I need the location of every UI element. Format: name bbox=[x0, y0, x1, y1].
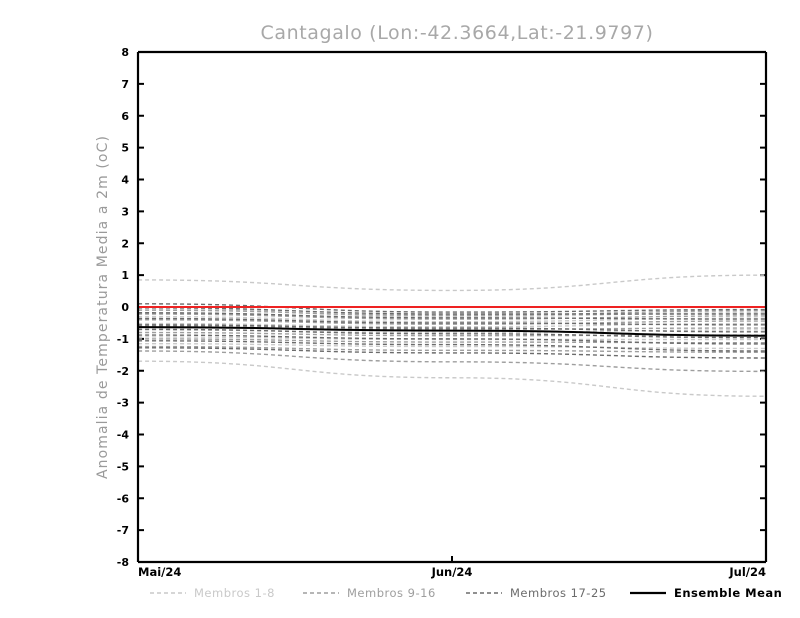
y-tick-label: -4 bbox=[117, 429, 130, 442]
member-line bbox=[137, 350, 767, 373]
y-tick-label: -2 bbox=[117, 365, 129, 378]
legend-label: Membros 17-25 bbox=[510, 586, 607, 600]
y-tick-label: 1 bbox=[121, 269, 129, 282]
axis-frame bbox=[136, 50, 768, 564]
y-tick-label: 5 bbox=[121, 142, 129, 155]
x-axis-ticks: Mai/24 Jun/24 Jul/24 bbox=[137, 556, 767, 579]
legend-label: Ensemble Mean bbox=[674, 586, 782, 600]
chart-legend: Membros 1-8 Membros 9-16 Membros 17-25 Ense… bbox=[150, 586, 782, 600]
y-axis-label: Anomalia de Temperatura Media a 2m (oC) bbox=[95, 135, 111, 479]
x-tick-label: Jul/24 bbox=[728, 565, 766, 579]
y-tick-label: 6 bbox=[121, 110, 129, 123]
x-tick-label: Mai/24 bbox=[138, 565, 181, 579]
y-tick-label: -6 bbox=[117, 492, 130, 505]
legend-label: Membros 9-16 bbox=[347, 586, 436, 600]
x-tick-label: Jun/24 bbox=[431, 565, 473, 579]
y-tick-label: 7 bbox=[121, 78, 129, 91]
y-tick-label: 8 bbox=[121, 46, 129, 59]
chart-title: Cantagalo (Lon:-42.3664,Lat:-21.9797) bbox=[260, 22, 653, 44]
y-tick-label: -7 bbox=[117, 524, 129, 537]
y-tick-label: 4 bbox=[121, 174, 129, 187]
plot-series-lines bbox=[137, 274, 767, 397]
y-tick-label: 3 bbox=[121, 205, 129, 218]
y-tick-label: 2 bbox=[121, 237, 129, 250]
y-tick-label: -1 bbox=[117, 333, 129, 346]
y-tick-label: -3 bbox=[117, 397, 129, 410]
y-tick-label: 0 bbox=[121, 301, 129, 314]
legend-label: Membros 1-8 bbox=[194, 586, 275, 600]
y-tick-label: -5 bbox=[117, 460, 129, 473]
ensemble-mean-line bbox=[137, 326, 767, 337]
y-tick-label: -8 bbox=[117, 556, 129, 569]
